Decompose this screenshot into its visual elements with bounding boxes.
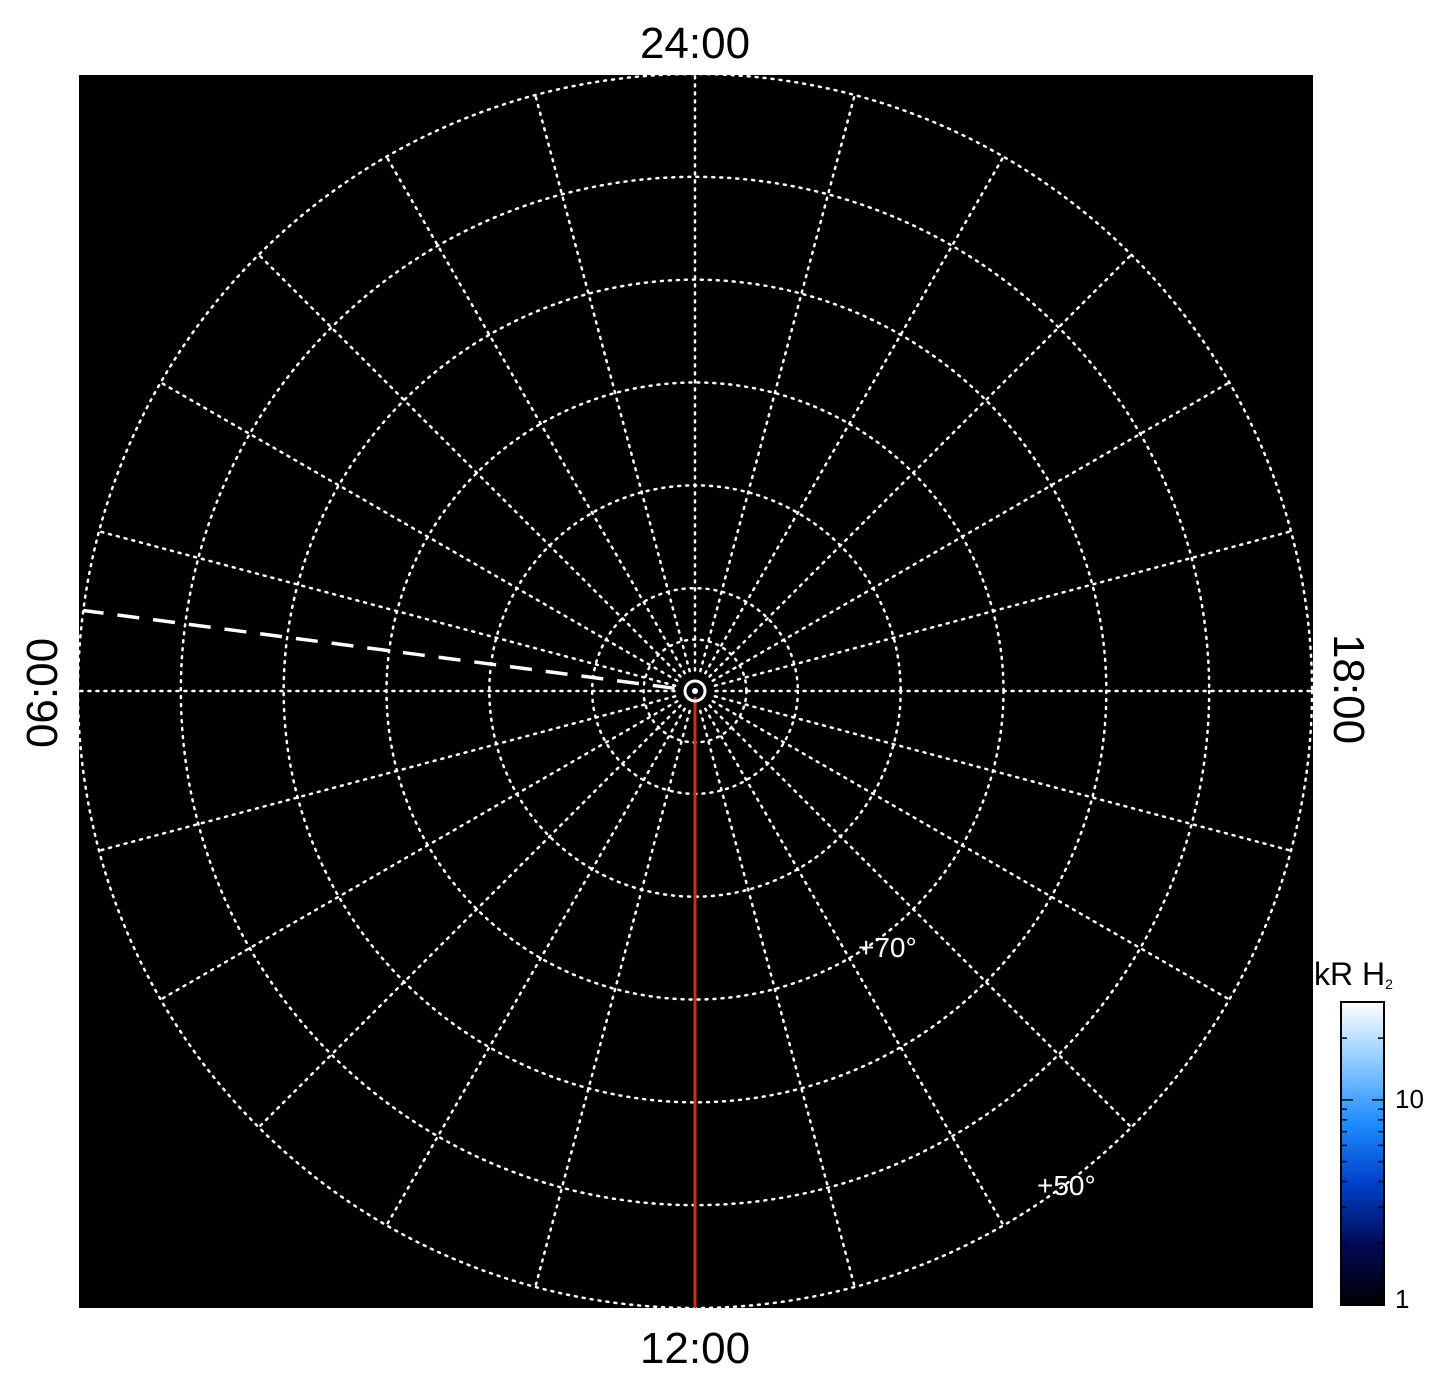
colorbar-title-subscript: 2 <box>1385 976 1393 992</box>
meridian-line <box>257 704 682 1129</box>
local-time-label-top: 24:00 <box>640 19 750 68</box>
meridian-line <box>713 530 1293 687</box>
meridian-line <box>699 709 856 1289</box>
colorbar-tick-label-1: 1 <box>1395 1284 1409 1314</box>
colorbar-minor-ticks <box>1341 1001 1384 1245</box>
colorbar-bar <box>1340 1001 1385 1306</box>
meridian-line <box>711 381 1231 682</box>
meridian-line <box>699 93 856 673</box>
latitude-label-70: +70° <box>858 932 917 963</box>
latitude-circle <box>79 75 1313 1308</box>
meridian-line <box>534 709 691 1289</box>
meridian-line <box>708 704 1133 1129</box>
meridian-line <box>257 253 682 678</box>
dashed-line <box>83 608 675 691</box>
meridian-line <box>159 381 679 682</box>
meridian-line <box>711 700 1231 1001</box>
meridian-line <box>385 155 686 675</box>
meridian-line <box>704 155 1005 675</box>
meridian-line <box>708 253 1133 678</box>
local-time-label-bottom: 12:00 <box>640 1324 750 1373</box>
colorbar: kR H2 10 1 <box>1314 956 1424 1314</box>
colorbar-title-main: kR H <box>1314 956 1385 992</box>
colorbar-tick-label-10: 10 <box>1395 1084 1424 1114</box>
latitude-label-50: +50° <box>1037 1170 1096 1201</box>
meridian-line <box>713 695 1293 852</box>
meridian-line <box>704 707 1005 1227</box>
pole-marker <box>683 679 707 703</box>
meridian-line <box>534 93 691 673</box>
local-time-label-left: 06:00 <box>18 638 67 748</box>
colorbar-title: kR H2 <box>1314 956 1393 992</box>
dashed-meridian <box>83 608 675 691</box>
meridian-line <box>159 700 679 1001</box>
local-time-label-right: 18:00 <box>1324 634 1373 744</box>
meridian-line <box>97 530 677 687</box>
meridian-line <box>385 707 686 1227</box>
meridian-line <box>97 695 677 852</box>
